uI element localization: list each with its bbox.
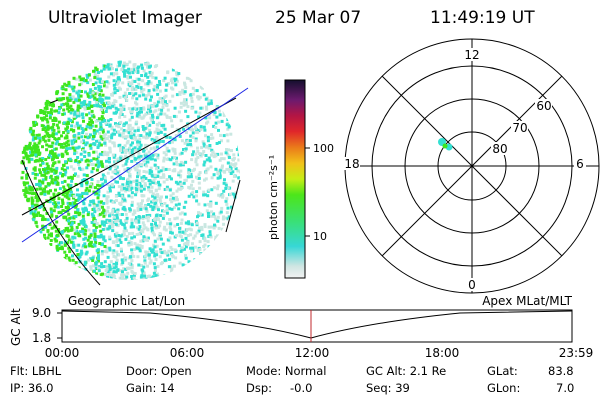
lat-label-70: 70 [512,121,527,135]
info-seq: Seq: 39 [366,381,410,395]
time-label: 11:49:19 UT [430,8,535,28]
timeline-frame [61,309,573,343]
colorbar: 100 10 photon cm⁻²s⁻¹ [267,79,334,279]
y-tick-1-8: 1.8 [32,331,51,345]
y-axis-label: GC Alt [9,308,23,346]
info-dsp-label: Dsp: [246,381,273,395]
info-gc-alt: GC Alt: 2.1 Re [366,364,447,378]
x-tick-0600: 06:00 [170,346,205,360]
geo-grid-line [21,97,237,216]
x-tick-1800: 18:00 [425,346,460,360]
date-label: 25 Mar 07 [275,8,362,28]
mlt-label-6: 6 [576,157,584,171]
lat-label-80: 80 [492,142,507,156]
x-tick-1200: 12:00 [295,346,330,360]
auroral-image [20,60,249,286]
terminator-line [21,87,249,243]
geo-meridian [21,159,101,286]
colorbar-tick-100: 100 [313,142,334,155]
info-dsp-value: -0.0 [290,381,313,395]
x-tick-2359: 23:59 [559,346,594,360]
info-glat-label: GLat: [487,364,518,378]
info-glon-value: 7.0 [556,381,575,395]
mlt-label-12: 12 [464,48,479,62]
timeline-right-title: Apex MLat/MLT [482,294,572,308]
polar-aurora-spot [438,138,453,151]
info-ip: IP: 36.0 [10,381,54,395]
info-door: Door: Open [126,364,192,378]
geo-tick [49,99,59,104]
orbit-timeline: Geographic Lat/Lon Apex MLat/MLT 9.0 1.8… [9,294,593,360]
y-tick-9: 9.0 [32,306,51,320]
x-tick-0000: 00:00 [45,346,80,360]
info-mode: Mode: Normal [246,364,327,378]
colorbar-unit-label: photon cm⁻²s⁻¹ [267,155,280,240]
image-pixels [20,60,240,280]
info-filter: Flt: LBHL [10,364,62,378]
colorbar-tick-10: 10 [313,230,327,243]
timeline-left-title: Geographic Lat/Lon [68,294,185,308]
info-glon-label: GLon: [487,381,521,395]
geo-tick [225,179,241,233]
polar-diagonal [381,75,563,257]
polar-plot: 12 0 18 6 60 70 80 [344,38,600,294]
info-gain: Gain: 14 [126,381,175,395]
info-glat-value: 83.8 [548,364,574,378]
gc-alt-curve [61,310,573,339]
mlt-label-0: 0 [468,278,476,292]
mlt-label-18: 18 [344,157,359,171]
colorbar-gradient [284,79,306,279]
instrument-title: Ultraviolet Imager [48,8,202,28]
lat-label-60: 60 [536,99,551,113]
